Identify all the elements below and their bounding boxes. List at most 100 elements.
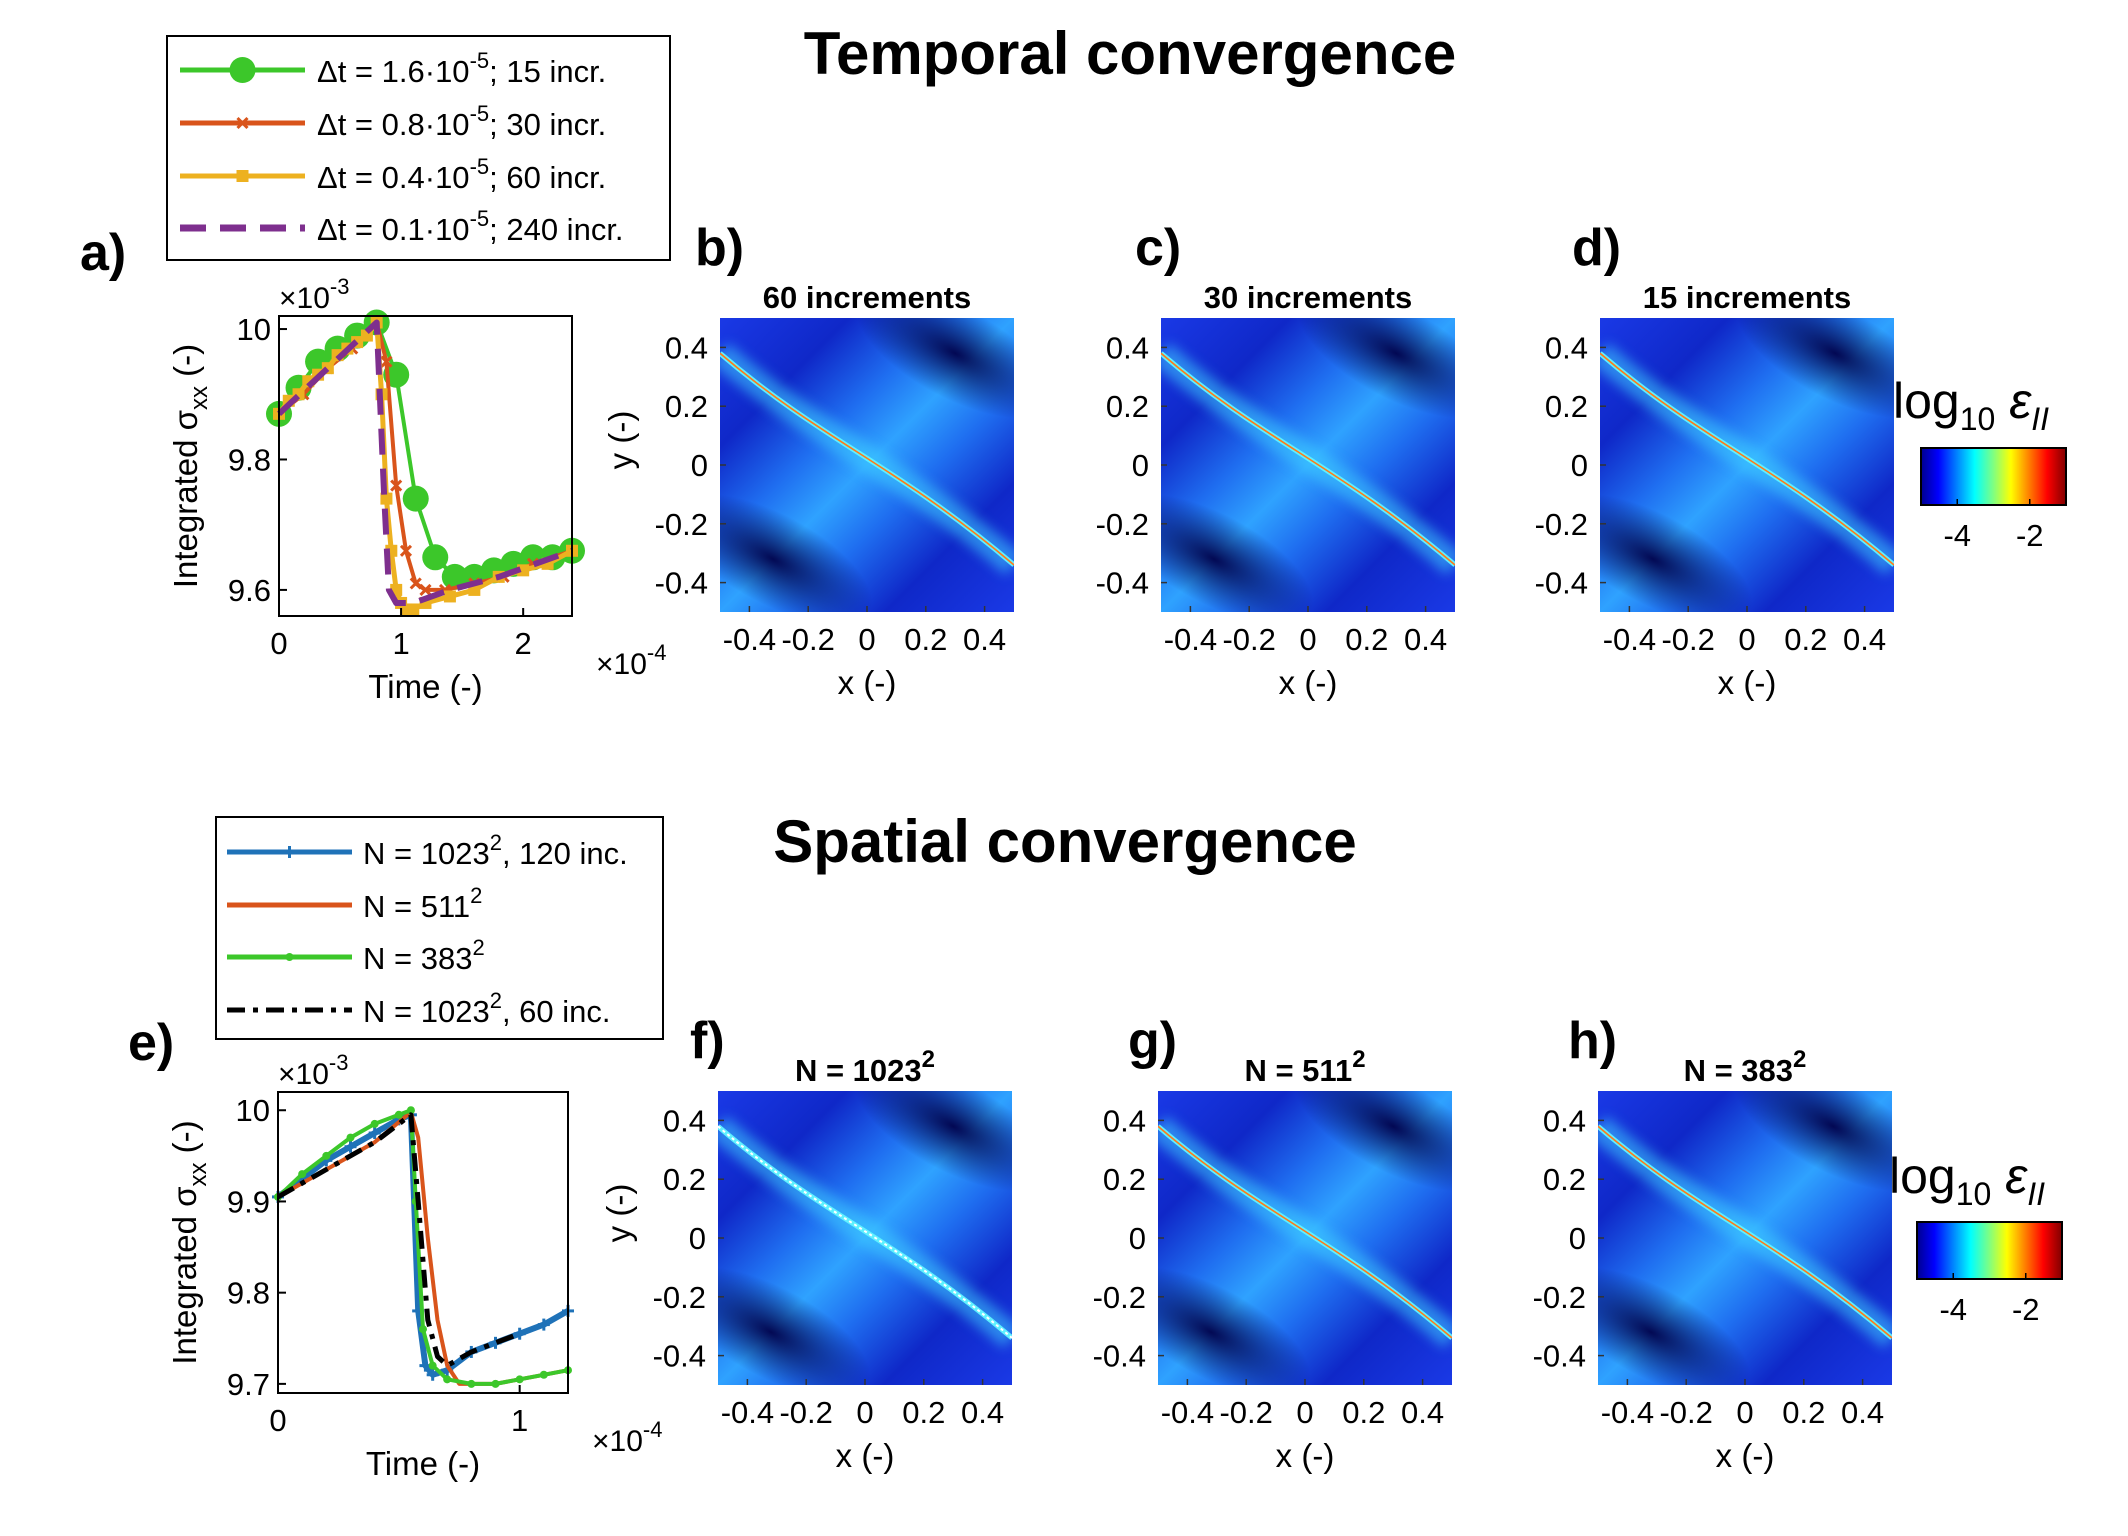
legend-marker-0: [283, 846, 296, 858]
y-tick-label: 0: [1571, 448, 1588, 483]
legend-label-0: N = 10232, 120 inc.: [363, 830, 628, 871]
y-tick-label: 0.2: [1103, 1162, 1146, 1197]
x-axis-label: x (-): [1279, 664, 1338, 701]
dark-lobe: [1735, 318, 1894, 419]
x-axis-label: Time (-): [368, 668, 482, 705]
dark-lobe: [855, 318, 1014, 419]
y-tick-label: -0.4: [1535, 566, 1588, 601]
y-tick-label: 0: [1132, 448, 1149, 483]
panel-letter-b: b): [695, 219, 744, 277]
panel-letter-d: d): [1572, 219, 1621, 277]
legend-spatial: N = 10232, 120 inc. N = 5112 N = 3832 N = 1…: [215, 816, 664, 1040]
x-tick-label: 0.4: [1841, 1395, 1884, 1430]
x-tick-label: -0.2: [1222, 622, 1275, 657]
series-group: [272, 1106, 574, 1388]
y-tick-label: 0: [1569, 1221, 1586, 1256]
x-tick-label: -0.4: [1164, 622, 1217, 657]
dark-lobe: [720, 493, 873, 612]
x-tick-label: 0.2: [1784, 622, 1827, 657]
shear-band-core: [1600, 352, 1894, 566]
colorbar-label: log10 εII: [1889, 1148, 2045, 1212]
y-tick-label: 0.2: [663, 1162, 706, 1197]
x-tick-label: 0: [856, 1395, 873, 1430]
data-point: [517, 564, 530, 577]
panel-title: N = 5112: [1244, 1046, 1365, 1088]
x-tick-label: 1: [511, 1403, 528, 1438]
dark-lobe: [1600, 493, 1753, 612]
panel-letter-g: g): [1128, 1012, 1177, 1070]
x-axis-label: x (-): [1716, 1437, 1775, 1474]
x-tick-label: -0.4: [721, 1395, 774, 1430]
x-axis-label: x (-): [1276, 1437, 1335, 1474]
x-exponent: ×10-4: [592, 1417, 662, 1458]
colorbar-label: log10 εII: [1893, 373, 2049, 437]
y-tick-label: 10: [236, 1093, 270, 1128]
legend-label-0: Δt = 1.6·10-5; 15 incr.: [317, 48, 606, 89]
heatmap-field: [1598, 1091, 1892, 1385]
data-point: [407, 603, 420, 616]
series-group: [266, 309, 585, 616]
series-line-3: [276, 319, 574, 606]
spatial-title: Spatial convergence: [773, 808, 1357, 875]
y-exponent: ×10-3: [278, 1050, 348, 1091]
shear-band-core: [1598, 1125, 1892, 1339]
y-axis-label: y (-): [600, 1184, 637, 1243]
legend-label-1: N = 5112: [363, 883, 482, 924]
x-tick-label: 0: [1296, 1395, 1313, 1430]
y-tick-label: 0: [691, 448, 708, 483]
x-tick-label: 0: [858, 622, 875, 657]
y-tick-label: -0.2: [653, 1280, 706, 1315]
y-tick-label: -0.4: [1533, 1339, 1586, 1374]
data-point: [298, 1170, 307, 1179]
line-chart-e: 0 1 9.7 9.8 9.9 10×10-3 ×10-4 Time (-) Integrate…: [166, 1050, 662, 1482]
y-tick-label: -0.2: [1533, 1280, 1586, 1315]
y-tick-label: 9.8: [228, 442, 271, 477]
data-point: [322, 1151, 331, 1160]
y-tick-label: -0.2: [1093, 1280, 1146, 1315]
heatmap-field: [1158, 1091, 1452, 1385]
heatmap-h: -0.4 -0.2 0 0.2 0.40.40.20-0.2-0.4x (-)N = 3…: [1533, 1046, 1892, 1474]
heatmap-field: [1600, 318, 1894, 612]
y-tick-label: 0.4: [1543, 1103, 1586, 1138]
x-tick-label: 0.2: [902, 1395, 945, 1430]
x-tick-label: -0.4: [1161, 1395, 1214, 1430]
heatmap-d: -0.4 -0.2 0 0.2 0.40.40.20-0.2-0.4x (-)15 in…: [1535, 280, 1894, 701]
panel-letter-h: h): [1568, 1012, 1617, 1070]
x-tick-label: -0.2: [1661, 622, 1714, 657]
heatmap-field: [1161, 318, 1455, 612]
y-tick-label: 0.4: [1106, 330, 1149, 365]
y-tick-label: 9.7: [227, 1367, 270, 1402]
shear-band-core: [1158, 1125, 1452, 1339]
colorbar-tick-label: -2: [2012, 1292, 2040, 1327]
data-point: [344, 1140, 357, 1153]
data-point: [426, 1368, 439, 1381]
x-axis-label: x (-): [1718, 664, 1777, 701]
data-point: [390, 479, 403, 492]
colorbar-tick-label: -4: [1943, 518, 1971, 553]
line-chart-a: 0 1 2 9.6 9.8 10×10-3 ×10-4 Time (-) Integrated …: [167, 274, 666, 705]
legend-label-1: Δt = 0.8·10-5; 30 incr.: [317, 101, 606, 142]
x-tick-label: 0: [1736, 1395, 1753, 1430]
temporal-title: Temporal convergence: [804, 20, 1456, 87]
panel-letter-a: a): [80, 224, 126, 282]
colorbar: [1920, 447, 2067, 506]
heatmap-c: -0.4 -0.2 0 0.2 0.40.40.20-0.2-0.4x (-)30 in…: [1096, 280, 1455, 701]
x-tick-label: 0.4: [1404, 622, 1447, 657]
dark-lobe: [1161, 493, 1314, 612]
legend-label-3: N = 10232, 60 inc.: [363, 988, 611, 1029]
x-tick-label: -0.4: [1603, 622, 1656, 657]
x-tick-label: 0: [1738, 622, 1755, 657]
data-point: [467, 1379, 476, 1388]
x-axis-label: x (-): [836, 1437, 895, 1474]
legend-marker-2: [285, 953, 294, 961]
x-tick-label: 0: [269, 1403, 286, 1438]
y-exponent: ×10-3: [279, 274, 349, 315]
heatmap-field: [718, 1091, 1012, 1385]
y-tick-label: 10: [237, 312, 271, 347]
x-tick-label: 0.4: [961, 1395, 1004, 1430]
y-tick-label: 0.4: [1103, 1103, 1146, 1138]
series-line-2: [276, 1108, 569, 1386]
data-point: [346, 1133, 355, 1142]
y-tick-label: -0.2: [1535, 507, 1588, 542]
